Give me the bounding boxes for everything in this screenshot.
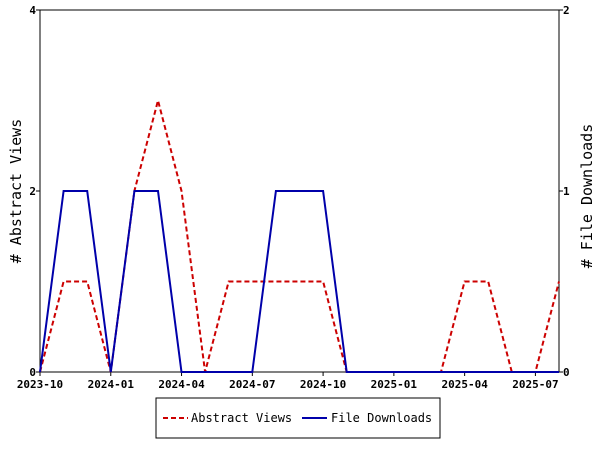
legend-label-file-downloads: File Downloads <box>331 411 432 425</box>
right-axis-label: # File Downloads <box>578 124 596 269</box>
x-tick-label: 2024-01 <box>88 378 135 391</box>
legend-box <box>155 397 441 439</box>
series-line-file-downloads <box>39 190 559 373</box>
x-tick-label: 2024-10 <box>300 378 346 391</box>
left-tick-label: 2 <box>29 185 36 198</box>
series-layer <box>39 96 560 373</box>
right-tick-label: 0 <box>563 366 570 379</box>
right-tick-label: 1 <box>563 185 570 198</box>
left-tick-label: 0 <box>29 366 36 379</box>
x-tick-label: 2025-01 <box>371 378 418 391</box>
x-tick-label: 2023-10 <box>17 378 63 391</box>
right-axis-ticks: 0 1 2 <box>559 4 570 379</box>
left-axis-ticks: 0 2 4 <box>29 4 40 379</box>
legend: Abstract Views File Downloads <box>155 397 441 439</box>
legend-label-abstract-views: Abstract Views <box>191 411 292 425</box>
left-tick-label: 4 <box>29 4 36 17</box>
x-tick-label: 2024-04 <box>158 378 205 391</box>
right-tick-label: 2 <box>563 4 570 17</box>
x-axis-ticks: 2023-10 2024-01 2024-04 2024-07 2024-10 2025-… <box>17 372 559 391</box>
left-axis-label: # Abstract Views <box>7 119 25 264</box>
x-tick-label: 2025-04 <box>441 378 488 391</box>
x-tick-label: 2025-07 <box>512 378 558 391</box>
x-tick-label: 2024-07 <box>229 378 275 391</box>
